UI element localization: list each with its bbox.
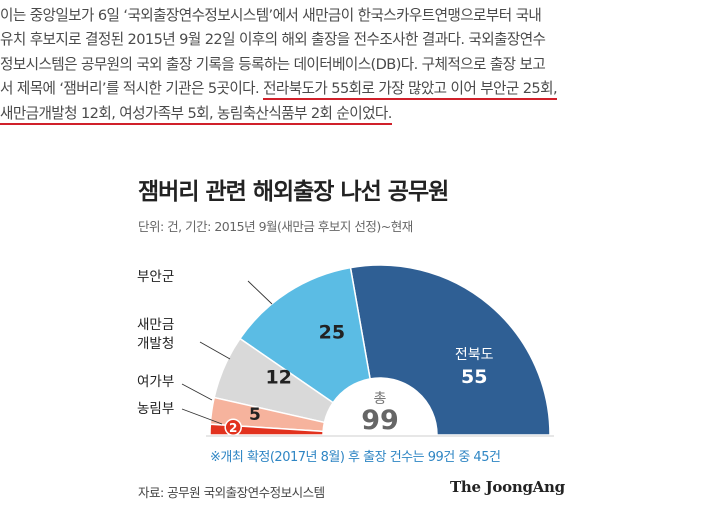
total-label: 총 — [374, 391, 387, 407]
chart-title: 잼버리 관련 해외출장 나선 공무원 — [138, 179, 449, 205]
article-text-segment: 서 제목에 ‘잼버리’를 적시한 기관은 5곳이다. — [0, 80, 264, 98]
slice-전북도 — [349, 264, 551, 436]
slice-name-여가부: 여가부 — [137, 374, 174, 390]
value-label-여가부: 5 — [249, 405, 261, 425]
slice-name-농림부: 농림부 — [137, 401, 174, 417]
article-text: 이는 중앙일보가 6일 ‘국외출장연수정보시스템’에서 새만금이 한국스카우트연… — [0, 4, 706, 126]
value-label-새만금-개발청: 12 — [265, 367, 291, 389]
value-label-농림부: 2 — [229, 421, 237, 435]
slice-name-부안군: 부안군 — [137, 269, 174, 285]
value-label-전북도: 55 — [461, 366, 487, 388]
total-value: 99 — [361, 405, 399, 436]
article-line: 새만금개발청 12회, 여성가족부 5회, 농림축산식품부 2회 순이었다. — [0, 102, 706, 126]
article-line: 서 제목에 ‘잼버리’를 적시한 기관은 5곳이다. 전라북도가 55회로 가장… — [0, 77, 706, 101]
slice-name-새만금-개발청: 개발청 — [137, 336, 174, 352]
value-bubble-농림부 — [224, 418, 242, 437]
slice-부안군 — [238, 266, 371, 404]
leader-line-농림부 — [181, 408, 223, 425]
article-line: 정보시스템은 공무원의 국외 출장 기록을 등록하는 데이터베이스(DB)다. … — [0, 55, 546, 73]
leader-line-여가부 — [181, 383, 213, 401]
brand-logo: The JoongAng — [450, 478, 565, 496]
semi-donut-chart: 전북도 55 25 부안군 12 새만금개발청 5 여가부 2 농림부 총99 — [137, 264, 554, 437]
infographic: 잼버리 관련 해외출장 나선 공무원 단위: 건, 기간: 2015년 9월(새… — [0, 164, 710, 512]
article-line: 이는 중앙일보가 6일 ‘국외출장연수정보시스템’에서 새만금이 한국스카우트연… — [0, 7, 542, 24]
underlined-text: , 여성가족부 5회, 농림축산식품부 2회 순이었다. — [111, 104, 392, 125]
leader-line-부안군 — [247, 280, 273, 305]
value-label-부안군: 25 — [319, 322, 345, 344]
underlined-text: 전라북도가 55회로 가장 많았고 이어 부안군 25회, — [263, 80, 558, 101]
chart-source: 자료: 공무원 국외출장연수정보시스템 — [138, 485, 325, 500]
chart-subtitle: 단위: 건, 기간: 2015년 9월(새만금 후보지 선정)~현재 — [138, 219, 413, 234]
slice-name-전북도: 전북도 — [455, 347, 494, 363]
slice-name-새만금-개발청: 새만금 — [137, 317, 174, 333]
underlined-text: 새만금개발청 12회 — [0, 104, 112, 125]
chart-note: ※개최 확정(2017년 8월) 후 출장 건수는 99건 중 45건 — [210, 450, 501, 465]
article-line: 유치 후보지로 결정된 2015년 9월 22일 이후의 해외 출장을 전수조사… — [0, 31, 546, 49]
leader-line-새만금-개발청 — [199, 341, 231, 360]
